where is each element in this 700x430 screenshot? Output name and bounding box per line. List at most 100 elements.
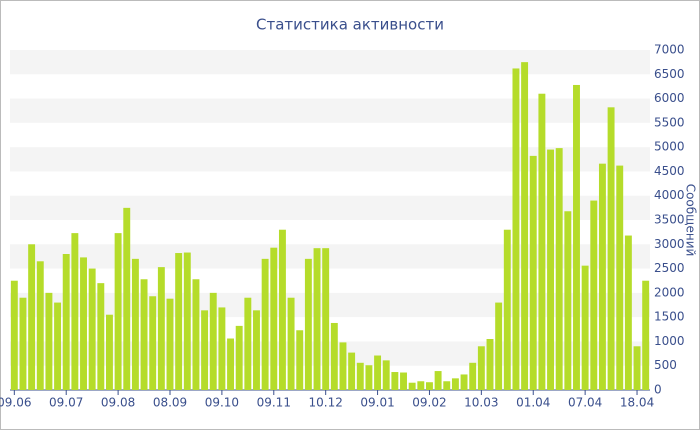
bar	[356, 362, 364, 390]
bar	[45, 292, 53, 390]
bar	[348, 352, 356, 390]
bar	[555, 148, 563, 390]
bar	[417, 381, 425, 390]
bar	[391, 372, 399, 390]
bar	[642, 280, 650, 390]
bar	[477, 346, 485, 390]
x-tick-label: 01.04	[516, 396, 550, 410]
bar	[573, 84, 580, 390]
y-tick-label: 1500	[654, 310, 685, 324]
bar	[382, 360, 390, 390]
x-tick-label: 09.10	[205, 396, 239, 410]
bar	[624, 235, 632, 390]
bar	[512, 68, 520, 390]
bar	[175, 253, 183, 390]
bar	[36, 261, 44, 390]
bar	[313, 248, 321, 390]
bar	[201, 310, 209, 390]
bar	[400, 372, 407, 390]
y-tick-label: 4500	[654, 164, 685, 178]
bar	[495, 302, 503, 390]
y-tick-label: 500	[654, 358, 677, 372]
bar	[157, 267, 165, 390]
bar	[131, 258, 139, 390]
bar	[287, 297, 295, 390]
y-axis-label: Сообщений	[684, 184, 698, 257]
bar	[71, 233, 79, 390]
bar	[616, 165, 624, 390]
bar	[304, 258, 312, 390]
x-tick-label: 09.11	[257, 396, 291, 410]
bar	[607, 107, 615, 391]
x-tick-label: 09.06	[0, 396, 32, 410]
bar	[123, 207, 131, 390]
y-tick-label: 2000	[654, 285, 685, 299]
bar	[365, 365, 373, 390]
bar	[183, 252, 191, 390]
bar	[244, 297, 252, 390]
bar	[209, 292, 217, 390]
bar	[460, 374, 468, 390]
bar	[166, 298, 174, 390]
bar	[278, 229, 286, 390]
bar	[28, 244, 36, 390]
bar	[80, 257, 87, 390]
bar	[434, 371, 442, 390]
bar	[140, 279, 148, 390]
bar	[564, 211, 572, 390]
bar	[270, 247, 278, 390]
y-tick-label: 1000	[654, 334, 685, 348]
bar	[443, 381, 451, 390]
y-tick-label: 5500	[654, 115, 685, 129]
x-tick-label: 18.04	[620, 396, 654, 410]
bar	[10, 280, 18, 390]
x-tick-label: 07.04	[568, 396, 602, 410]
y-tick-label: 6000	[654, 91, 685, 105]
x-tick-label: 10.03	[464, 396, 498, 410]
bar	[469, 362, 477, 390]
bar	[486, 339, 494, 390]
bar	[218, 307, 226, 390]
x-tick-label: 08.09	[153, 396, 187, 410]
bar	[106, 314, 113, 390]
bar	[521, 62, 529, 391]
grid-band	[10, 50, 650, 75]
bar	[235, 325, 243, 390]
y-tick-label: 2500	[654, 261, 685, 275]
y-tick-label: 7000	[654, 43, 685, 57]
bar	[503, 229, 511, 390]
bar	[598, 163, 606, 390]
x-tick-label: 09.01	[360, 396, 394, 410]
bar	[192, 279, 200, 390]
chart-title: Статистика активности	[256, 16, 444, 34]
bar	[54, 302, 62, 390]
bar	[547, 149, 554, 390]
bar	[529, 155, 537, 390]
bar	[296, 330, 304, 390]
bar	[19, 297, 27, 390]
bar	[149, 296, 157, 390]
y-tick-label: 6500	[654, 67, 685, 81]
bar	[339, 342, 347, 390]
bar	[322, 248, 330, 390]
x-tick-label: 10.12	[308, 396, 342, 410]
x-tick-label: 09.02	[412, 396, 446, 410]
bar	[114, 233, 122, 390]
grid-band	[10, 98, 650, 123]
bar	[633, 346, 641, 390]
bar	[88, 268, 96, 390]
bar	[426, 382, 433, 390]
y-tick-label: 3500	[654, 213, 685, 227]
bar	[227, 338, 234, 390]
x-tick-label: 09.07	[49, 396, 83, 410]
y-tick-label: 4000	[654, 188, 685, 202]
bar	[590, 200, 598, 390]
y-tick-label: 3000	[654, 237, 685, 251]
bar	[253, 310, 260, 390]
bar	[330, 322, 338, 390]
bar	[408, 382, 416, 390]
y-tick-label: 5000	[654, 140, 685, 154]
y-tick-label: 0	[654, 383, 662, 397]
bar	[374, 355, 382, 390]
